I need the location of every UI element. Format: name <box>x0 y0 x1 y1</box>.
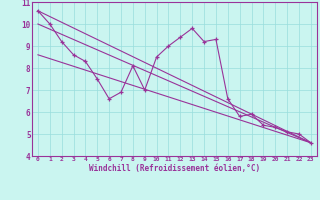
X-axis label: Windchill (Refroidissement éolien,°C): Windchill (Refroidissement éolien,°C) <box>89 164 260 173</box>
